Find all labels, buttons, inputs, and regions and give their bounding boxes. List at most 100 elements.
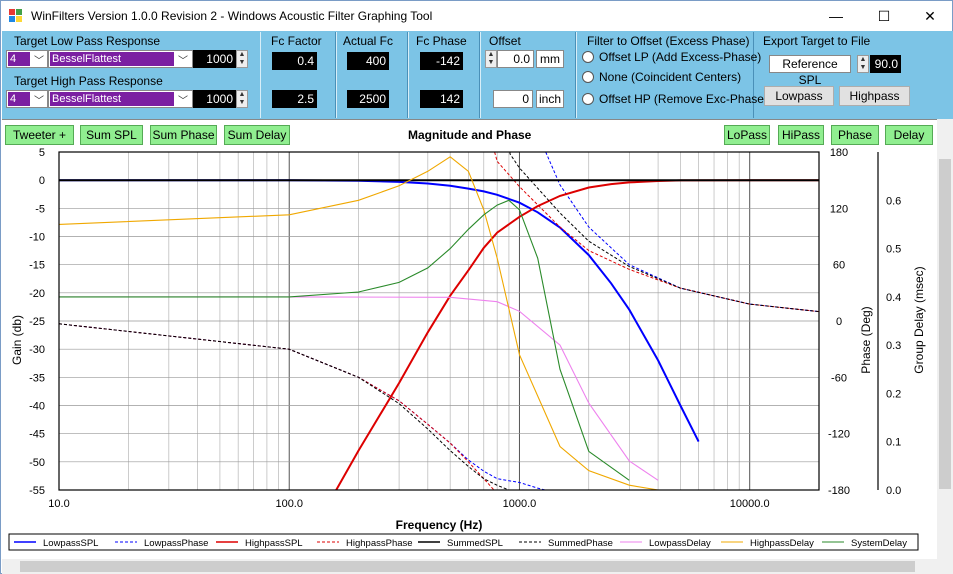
lp-freq-input[interactable]: 1000 [193,50,236,68]
legend-entry: LowpassDelay [649,538,711,549]
app-icon [9,9,23,23]
fc-factor-label: Fc Factor [271,34,322,48]
chevron-down-icon: ﹀ [178,96,188,107]
close-button[interactable]: ✕ [924,7,936,24]
fc-phase-label: Fc Phase [416,34,467,48]
legend-entry: LowpassPhase [144,538,208,549]
hp-freq-spinner[interactable]: ▲ ▼ [236,90,248,108]
legend-entry: HighpassSPL [245,538,303,549]
hipass-button[interactable]: HiPass [778,125,824,145]
fc-factor-group [260,32,336,118]
lp-order-select[interactable]: 4 ﹀ [6,50,48,68]
series-lowpassdelay [59,296,659,481]
hp-type-value: BesselFlattest [50,92,174,106]
hp-actual-fc-value: 2500 [347,90,389,108]
lp-freq-spinner[interactable]: ▲ ▼ [236,50,248,68]
horizontal-scrollbar[interactable] [2,559,937,574]
series-highpassphase [58,151,820,491]
export-lowpass-button[interactable]: Lowpass [764,86,834,106]
offset-mm-input[interactable]: 0.0 [497,50,534,68]
hp-type-select[interactable]: BesselFlattest ﹀ [48,90,193,108]
series-lines [58,151,820,491]
hp-order-select[interactable]: 4 ﹀ [6,90,48,108]
offset-mm-spinner[interactable]: ▲ ▼ [485,50,497,68]
tick-labels: 5 0 -5 -10 -15 -20 -25 -30 -35 -40 -45 -50 -55 180 120… [29,147,901,510]
y-tick-label: 0 [39,175,45,187]
hp-freq-input[interactable]: 1000 [193,90,236,108]
filter-offset-label: Filter to Offset (Excess Phase) [587,34,750,48]
export-highpass-button[interactable]: Highpass [839,86,910,106]
y-tick-label: -45 [29,429,45,441]
reference-spl-input[interactable]: 90.0 [870,55,901,73]
lopass-button[interactable]: LoPass [724,125,770,145]
grid [58,151,820,491]
y2-tick-label: 0 [836,316,842,328]
x-tick-label: 10.0 [48,498,69,510]
y-tick-label: -25 [29,316,45,328]
horizontal-scrollbar-thumb[interactable] [20,561,915,572]
legend-entry: SummedSPL [447,538,503,549]
reference-spl-spinner[interactable]: ▲ ▼ [857,55,869,73]
radio-offset-lp[interactable] [582,51,594,63]
offset-inch-input[interactable]: 0 [493,90,533,108]
lp-type-value: BesselFlattest [50,52,174,66]
fc-phase-group [408,32,480,118]
y2-tick-label: -180 [828,485,850,497]
tweeter-plus-button[interactable]: Tweeter + [5,125,74,145]
title-bar: WinFilters Version 1.0.0 Revision 2 - Wi… [1,1,952,31]
radio-none[interactable] [582,71,594,83]
y3-tick-label: 0.3 [886,340,901,352]
y2-tick-label: 120 [830,203,848,215]
plot-frame [58,151,879,491]
reference-spl-label: Reference SPL [769,55,851,87]
y2-tick-label: 60 [833,260,845,272]
legend-entry: SystemDelay [851,538,907,549]
maximize-button[interactable]: ☐ [877,7,891,24]
y3-tick-label: 0.4 [886,292,901,304]
actual-fc-group [336,32,408,118]
legend: LowpassSPL LowpassPhase HighpassSPL Highpas… [8,533,919,551]
target-hp-label: Target High Pass Response [14,74,163,88]
radio-offset-hp[interactable] [582,93,594,105]
legend-entry: HighpassDelay [750,538,814,549]
legend-box [8,533,919,551]
chevron-down-icon: ﹀ [178,56,188,67]
actual-fc-label: Actual Fc [343,34,394,48]
y3-tick-label: 0.5 [886,244,901,256]
chart-title: Magnitude and Phase [408,128,532,142]
sum-delay-button[interactable]: Sum Delay [224,125,290,145]
sum-phase-button[interactable]: Sum Phase [150,125,217,145]
y-tick-label: -5 [35,203,45,215]
y-axis-label: Gain (db) [10,315,24,365]
scrollbar-corner [937,559,953,574]
y3-tick-label: 0.6 [886,195,901,207]
offset-label: Offset [489,34,521,48]
phase-button[interactable]: Phase [831,125,879,145]
lp-order-value: 4 [8,52,30,66]
vertical-scrollbar-thumb[interactable] [939,159,951,489]
y3-tick-label: 0.0 [886,485,901,497]
y-tick-label: -15 [29,260,45,272]
lp-type-select[interactable]: BesselFlattest ﹀ [48,50,193,68]
lp-fc-factor-input[interactable]: 0.4 [272,52,317,70]
control-panel: Target Low Pass Response 4 ﹀ BesselFlatt… [2,31,953,119]
y2-tick-label: -120 [828,429,850,441]
series-highpassdelay [58,156,659,491]
chevron-down-icon: ﹀ [34,96,44,107]
y2-tick-label: -60 [831,372,847,384]
y-tick-label: -10 [29,232,45,244]
vertical-scrollbar[interactable] [937,119,953,559]
delay-button[interactable]: Delay [885,125,933,145]
offset-inch-unit: inch [536,90,564,108]
lp-fc-phase-value: -142 [420,52,463,70]
target-lp-label: Target Low Pass Response [14,34,161,48]
x-tick-label: 100.0 [275,498,303,510]
radio-offset-lp-label: Offset LP (Add Excess-Phase) [599,50,762,64]
y-tick-label: -20 [29,288,45,300]
sum-spl-button[interactable]: Sum SPL [80,125,143,145]
y-tick-label: 5 [39,147,45,159]
series-lowpassspl [58,179,700,443]
hp-fc-factor-input[interactable]: 2.5 [272,90,317,108]
magnitude-phase-chart: 5 0 -5 -10 -15 -20 -25 -30 -35 -40 -45 -50 -55 180 120… [8,147,926,551]
minimize-button[interactable]: — [829,8,843,24]
